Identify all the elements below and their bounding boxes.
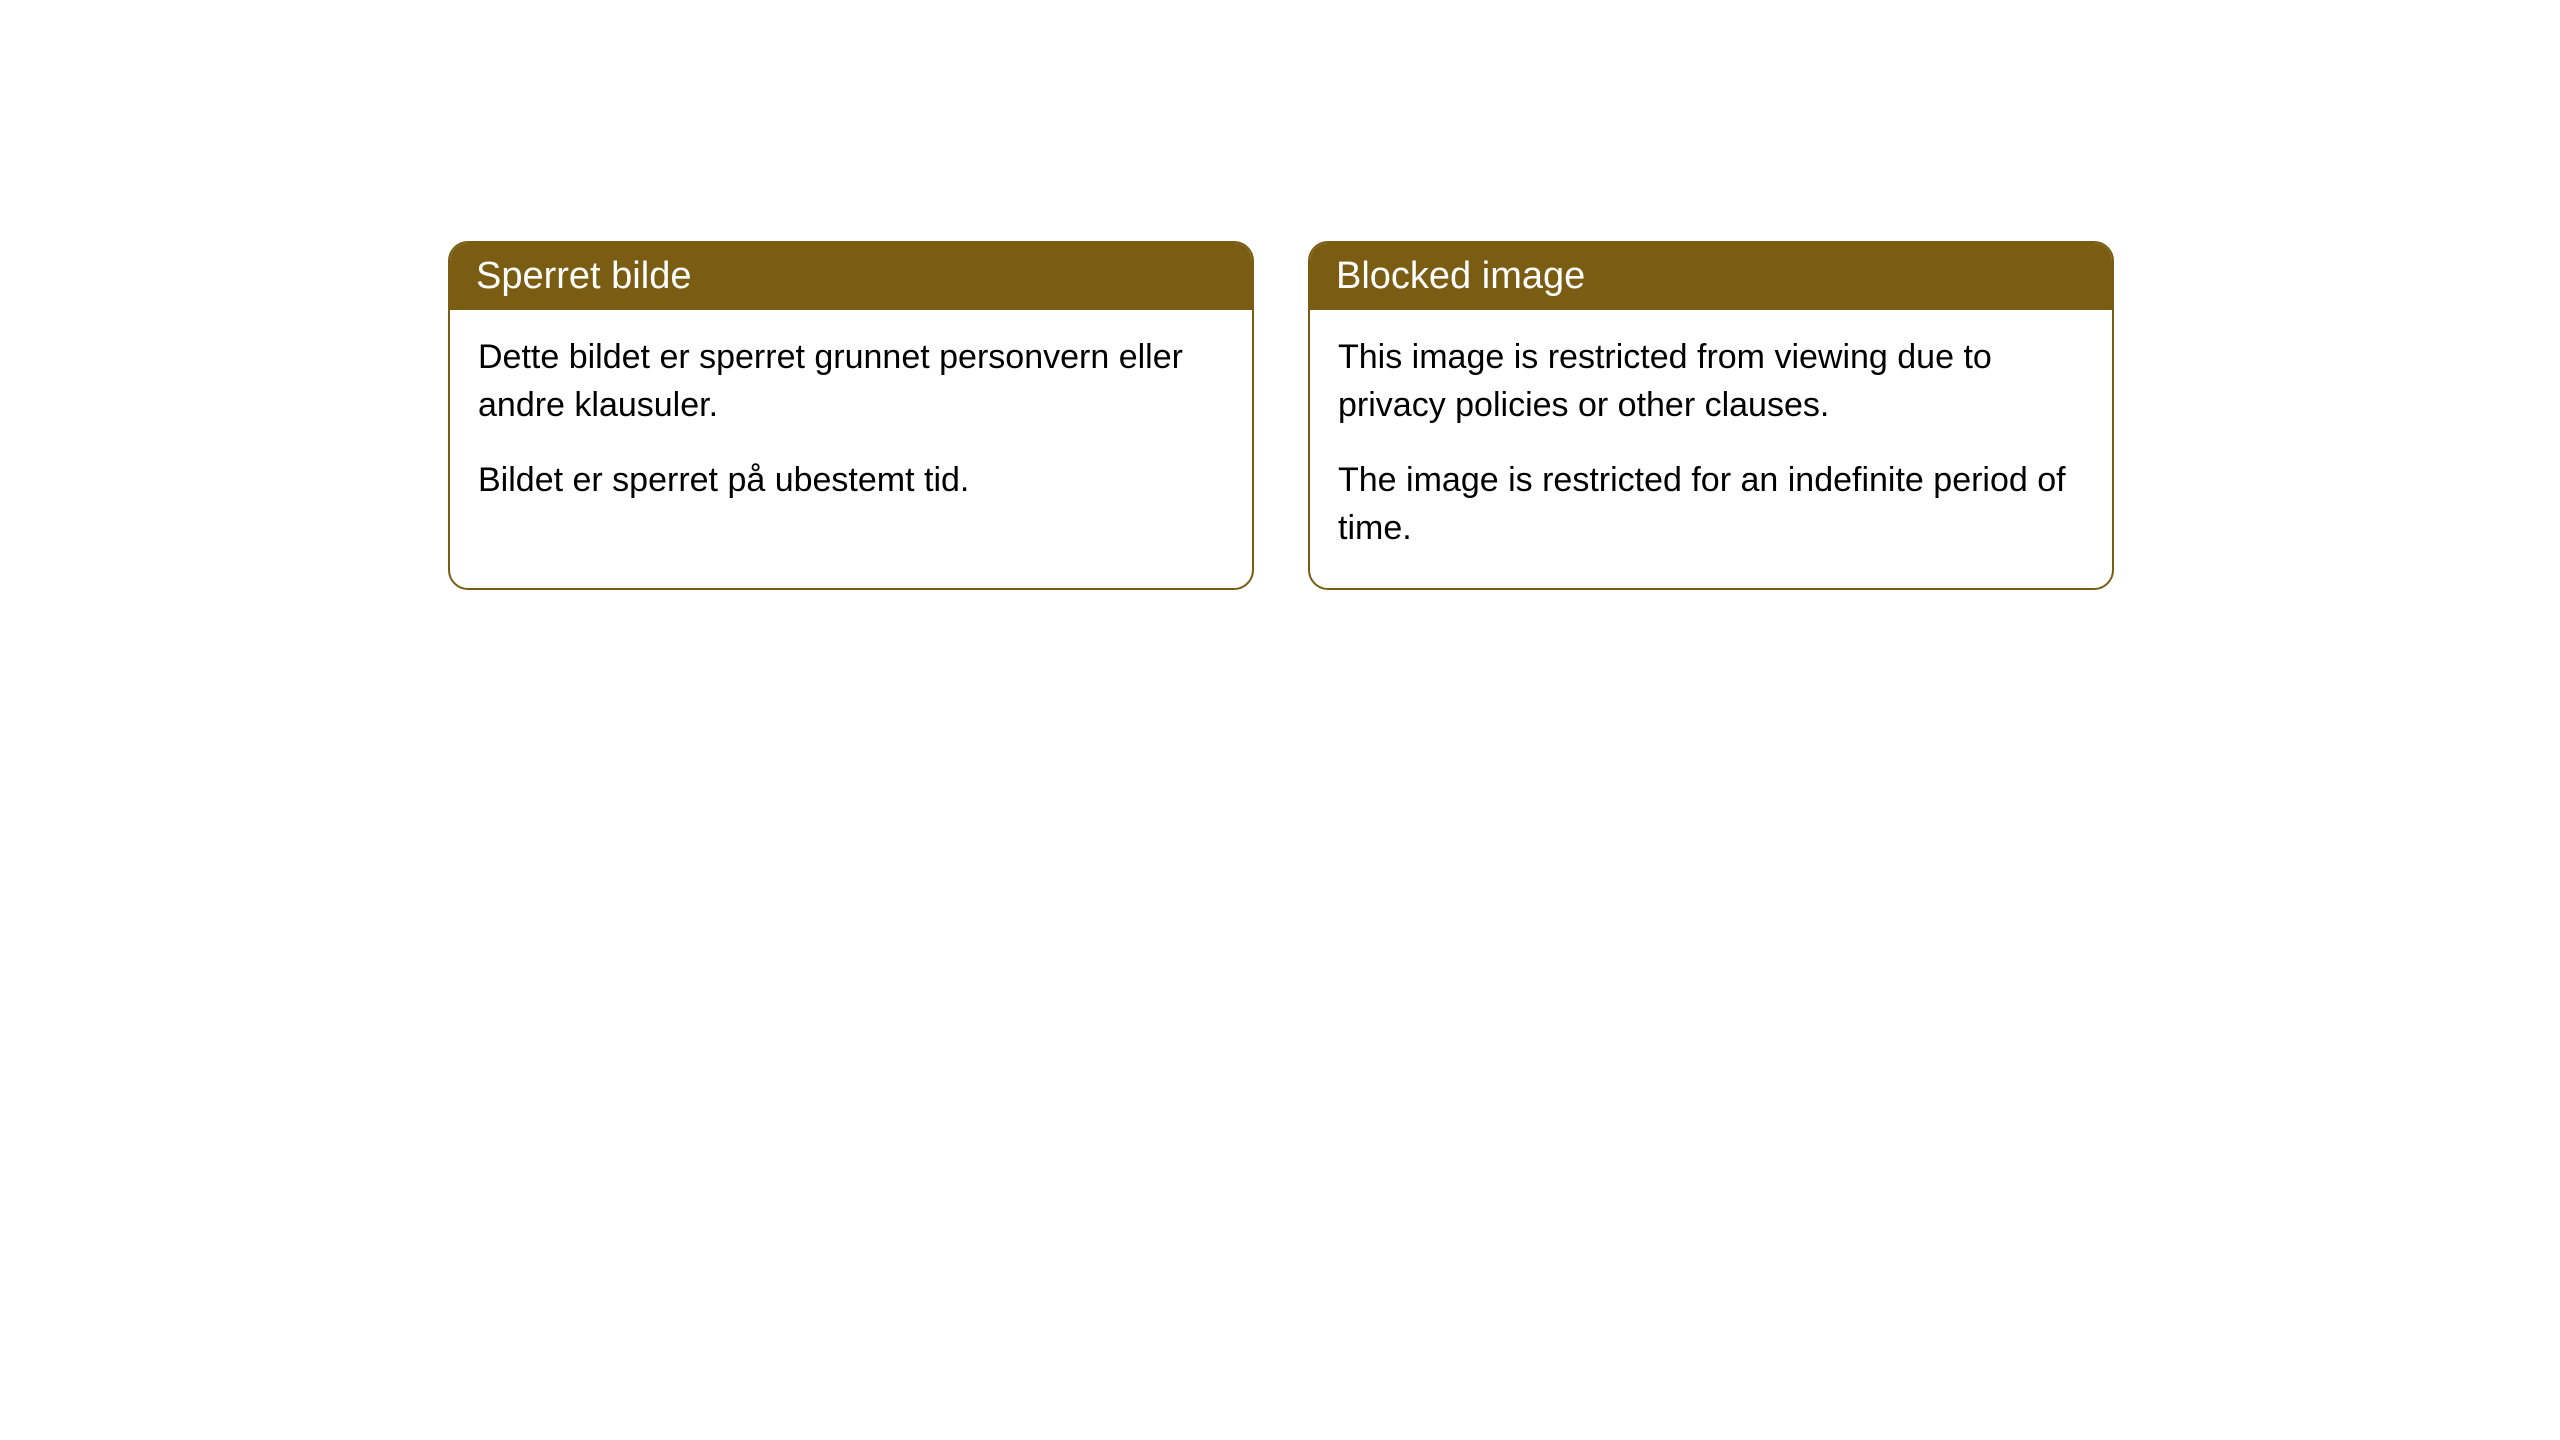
card-paragraph-2-en: The image is restricted for an indefinit… [1338, 457, 2084, 552]
cards-container: Sperret bilde Dette bildet er sperret gr… [0, 0, 2560, 590]
blocked-image-card-en: Blocked image This image is restricted f… [1308, 241, 2114, 590]
card-body-no: Dette bildet er sperret grunnet personve… [450, 310, 1252, 541]
card-paragraph-1-no: Dette bildet er sperret grunnet personve… [478, 334, 1224, 429]
card-body-en: This image is restricted from viewing du… [1310, 310, 2112, 588]
card-paragraph-1-en: This image is restricted from viewing du… [1338, 334, 2084, 429]
blocked-image-card-no: Sperret bilde Dette bildet er sperret gr… [448, 241, 1254, 590]
card-header-no: Sperret bilde [450, 243, 1252, 310]
card-paragraph-2-no: Bildet er sperret på ubestemt tid. [478, 457, 1224, 505]
card-header-en: Blocked image [1310, 243, 2112, 310]
